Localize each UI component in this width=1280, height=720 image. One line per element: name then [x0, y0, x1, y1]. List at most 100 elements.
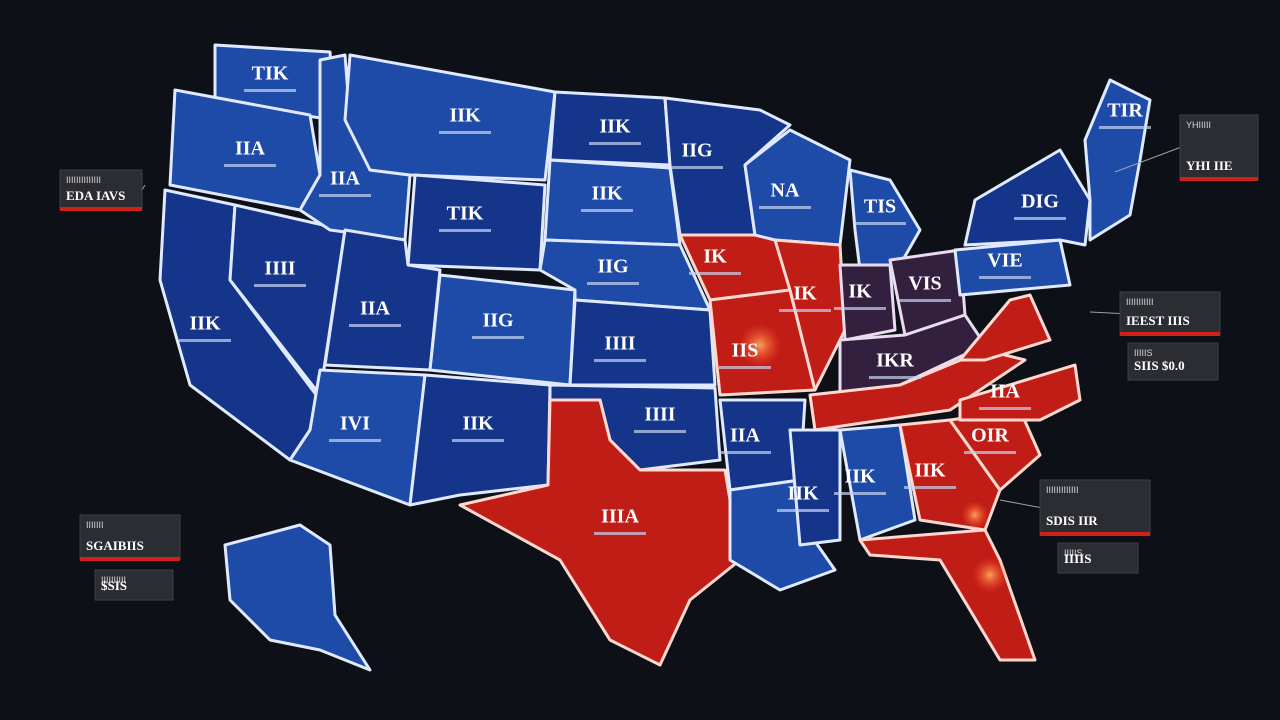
- state-subtext: [979, 407, 1031, 410]
- callout-value: SDIS IIR: [1046, 513, 1098, 528]
- state-label: TIK: [447, 203, 484, 225]
- state-subtext: [869, 376, 921, 379]
- callout-box: [94, 569, 174, 601]
- callout-value: IIIIS: [1064, 551, 1091, 566]
- state-subtext: [904, 486, 956, 489]
- state-subtext: [964, 451, 1016, 454]
- state-subtext: [179, 339, 231, 342]
- callout-value: SIIS $0.0: [1134, 358, 1185, 373]
- state-subtext: [244, 89, 296, 92]
- state-subtext: [854, 222, 906, 225]
- state-subtext: [472, 336, 524, 339]
- state-label: IIS: [732, 340, 759, 362]
- callout-box: [1119, 291, 1221, 336]
- state-label: IIK: [914, 460, 946, 482]
- callout-box: [1039, 479, 1151, 536]
- callout-box: [1127, 342, 1219, 381]
- state-subtext: [587, 282, 639, 285]
- callout-value: $SIS: [101, 578, 127, 593]
- state-label: IIII: [644, 404, 675, 426]
- callout-bar: [60, 207, 142, 211]
- state-subtext: [634, 430, 686, 433]
- state-subtext: [439, 229, 491, 232]
- state-subtext: [779, 309, 831, 312]
- state-subtext: [329, 439, 381, 442]
- callout-box: [79, 514, 181, 561]
- callout-heading: YHIIIII: [1186, 120, 1211, 130]
- state-label: IK: [848, 281, 872, 303]
- state-label: IIA: [990, 381, 1021, 403]
- state-subtext: [594, 532, 646, 535]
- state-label: NA: [771, 180, 800, 202]
- callout-bar: [80, 557, 180, 561]
- state-subtext: [589, 142, 641, 145]
- callout-box: [59, 169, 143, 211]
- state-label: IIG: [597, 256, 629, 278]
- callout-heading: IIIIIIIIIIIIII: [66, 175, 101, 185]
- state-label: IIA: [730, 425, 761, 447]
- state-label: TIK: [252, 63, 289, 85]
- state-label: IIA: [330, 168, 361, 190]
- state-subtext: [319, 194, 371, 197]
- callout-heading: IIIIIIIIIII: [1126, 297, 1154, 307]
- leader-line: [1089, 311, 1121, 314]
- callout-heading: IIIIIS: [1134, 348, 1153, 358]
- state-label: IIK: [591, 183, 623, 205]
- state-label: TIR: [1107, 100, 1143, 122]
- state-label: IIIA: [601, 506, 639, 528]
- state-subtext: [671, 166, 723, 169]
- state-label: IKR: [876, 350, 914, 372]
- leader-line: [999, 499, 1041, 508]
- state-subtext: [719, 451, 771, 454]
- state-subtext: [224, 164, 276, 167]
- state-subtext: [439, 131, 491, 134]
- state-label: IIK: [462, 413, 494, 435]
- state-subtext: [581, 209, 633, 212]
- state-label: IIII: [264, 258, 295, 280]
- state-subtext: [899, 299, 951, 302]
- state-label: IIG: [482, 310, 514, 332]
- state-label: IIK: [787, 483, 819, 505]
- callout-bar: [1120, 332, 1220, 336]
- state-label: IIA: [360, 298, 391, 320]
- state-label: DIG: [1021, 191, 1059, 213]
- callout-heading: IIIIIIIIII: [101, 575, 126, 585]
- state-shapes: [158, 43, 1152, 672]
- state-subtext: [834, 492, 886, 495]
- state-label: IIK: [844, 466, 876, 488]
- state-subtext: [1014, 217, 1066, 220]
- state-label: IIG: [681, 140, 713, 162]
- state-subtext: [834, 307, 886, 310]
- state-label: IK: [703, 246, 727, 268]
- callout-box: [1179, 114, 1259, 181]
- state-label: VIS: [908, 273, 941, 295]
- state-label: IIII: [604, 333, 635, 355]
- state-subtext: [777, 509, 829, 512]
- state-label: TIS: [864, 196, 896, 218]
- state-subtext: [719, 366, 771, 369]
- state-subtext: [1099, 126, 1151, 129]
- state-subtext: [254, 284, 306, 287]
- state-subtext: [349, 324, 401, 327]
- callout-value: SGAIBIIS: [86, 538, 144, 553]
- state-label: IIK: [599, 116, 631, 138]
- callout-heading: IIIIIS: [1064, 548, 1083, 558]
- callout-box: [1057, 542, 1139, 574]
- callout-heading: IIIIIIIIIIIII: [1046, 485, 1079, 495]
- callout-heading: IIIIIII: [86, 520, 104, 530]
- callout-bar: [1040, 532, 1150, 536]
- callout-value: YHI IIE: [1186, 158, 1233, 173]
- state-label: IVI: [340, 413, 370, 435]
- callout-bar: [1180, 177, 1258, 181]
- state-subtext: [452, 439, 504, 442]
- state-subtext: [594, 359, 646, 362]
- callout-value: EDA IAVS: [66, 188, 125, 203]
- state-subtext: [759, 206, 811, 209]
- state-subtext: [979, 276, 1031, 279]
- state-label: VIE: [987, 250, 1023, 272]
- state-label: IIK: [449, 105, 481, 127]
- state-label: IIK: [189, 313, 221, 335]
- callout-value: IEEST IIIS: [1126, 313, 1190, 328]
